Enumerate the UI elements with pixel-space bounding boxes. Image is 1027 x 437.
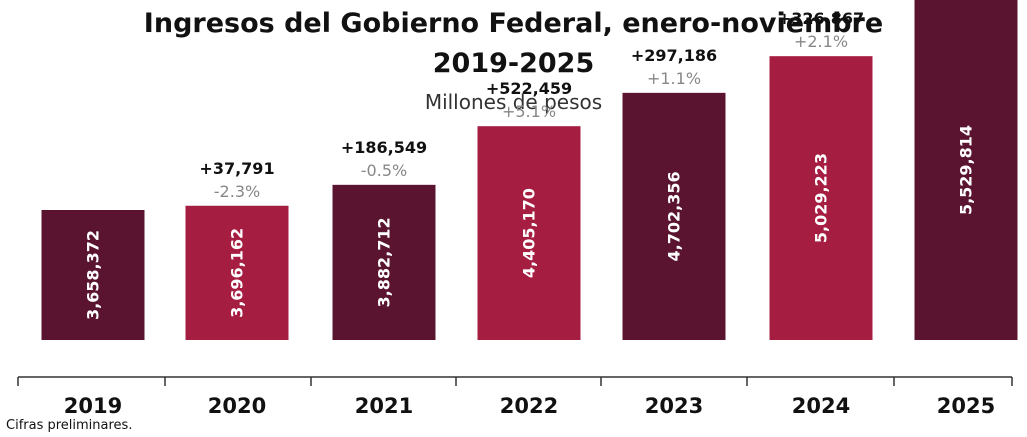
change-pct-label: +5.1% [502, 102, 556, 121]
bar-value-label: 3,658,372 [84, 230, 103, 320]
chart-title: Ingresos del Gobierno Federal, enero-nov… [143, 8, 884, 39]
x-tick-label: 2023 [645, 394, 703, 418]
x-tick-label: 2025 [937, 394, 995, 418]
bar-2023 [622, 92, 726, 340]
change-pct-label: -2.3% [214, 182, 260, 201]
chart-title-years: 2019-2025 [432, 48, 595, 79]
change-abs-label: +522,459 [486, 79, 572, 98]
x-tick-label: 2019 [64, 394, 122, 418]
change-abs-label: +326,867 [778, 9, 864, 28]
change-abs-label: +37,791 [199, 159, 274, 178]
x-tick-label: 2024 [792, 394, 850, 418]
bar-value-label: 5,029,223 [812, 153, 831, 243]
bar-value-label: 3,882,712 [375, 217, 394, 307]
x-tick-label: 2021 [355, 394, 413, 418]
bar-value-label: 4,702,356 [665, 171, 684, 261]
bar-2025 [914, 0, 1018, 340]
change-pct-label: -0.5% [361, 161, 407, 180]
change-pct-label: +1.1% [647, 69, 701, 88]
bar-2019 [41, 210, 145, 340]
bar-value-label: 4,405,170 [520, 188, 539, 278]
change-pct-label: +2.1% [794, 32, 848, 51]
bar-value-label: 5,529,814 [957, 125, 976, 215]
bar-2024 [769, 56, 873, 340]
bar-2021 [332, 184, 436, 340]
footnote: Cifras preliminares. [6, 418, 133, 433]
bar-value-label: 3,696,162 [228, 228, 247, 318]
x-tick-label: 2020 [208, 394, 266, 418]
x-tick-label: 2022 [500, 394, 558, 418]
change-abs-label: +297,186 [631, 46, 717, 65]
change-abs-label: +186,549 [341, 138, 427, 157]
bar-2022 [477, 126, 581, 340]
chart-subtitle: Millones de pesos [424, 90, 603, 114]
bar-2020 [185, 205, 289, 340]
